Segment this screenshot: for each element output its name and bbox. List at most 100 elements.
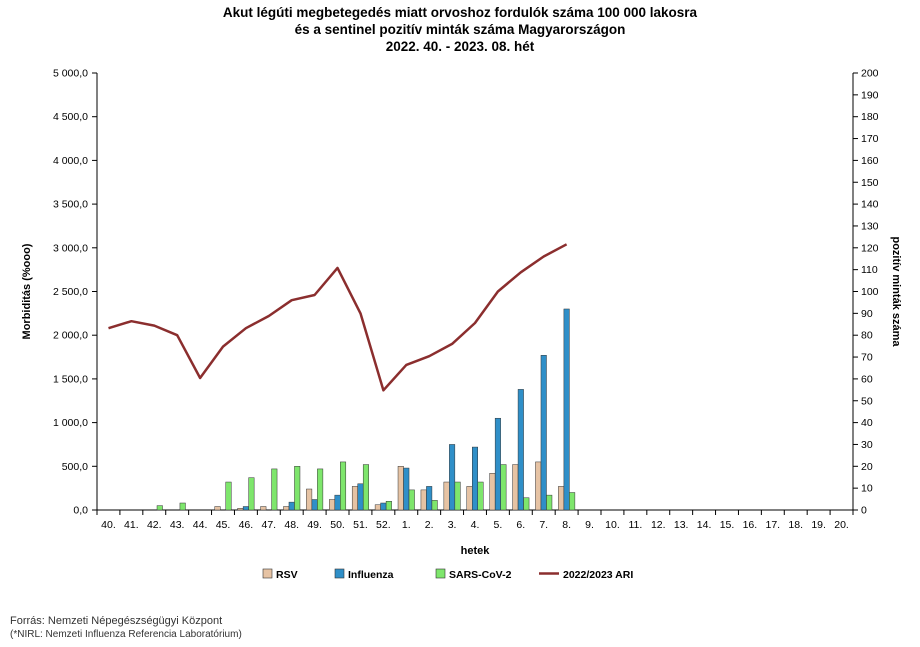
bar-rsv bbox=[374, 504, 381, 511]
y-left-tick-label: 4 000,0 bbox=[53, 155, 88, 167]
x-tick-label: 16. bbox=[743, 519, 758, 531]
bar-rsv bbox=[466, 486, 473, 511]
y-right-tick-label: 190 bbox=[861, 89, 879, 101]
legend-label-influenza: Influenza bbox=[348, 569, 394, 581]
x-tick-label: 14. bbox=[697, 519, 712, 531]
bar-influenza bbox=[517, 389, 524, 511]
bar-influenza bbox=[403, 467, 410, 511]
y-right-tick-label: 0 bbox=[861, 505, 867, 517]
x-tick-label: 1. bbox=[402, 519, 411, 531]
legend-label-2022-2023-ari: 2022/2023 ARI bbox=[563, 569, 633, 581]
bar-sars-cov-2 bbox=[523, 497, 530, 511]
y-right-tick-label: 150 bbox=[861, 177, 879, 189]
chart-title-line-2: és a sentinel pozitív minták száma Magya… bbox=[294, 22, 626, 37]
x-tick-label: 48. bbox=[284, 519, 299, 531]
legend-swatch-sars-cov-2 bbox=[435, 568, 446, 579]
bar-influenza bbox=[311, 499, 318, 511]
bar-influenza bbox=[242, 506, 249, 511]
bar-sars-cov-2 bbox=[454, 481, 461, 511]
bar-sars-cov-2 bbox=[408, 489, 415, 511]
axes: 0,0 500,0 1 000,0 1 500,0 2 000,0 2 500,0 3 00… bbox=[53, 68, 879, 532]
y-right-tick-label: 70 bbox=[861, 352, 873, 364]
bar-sars-cov-2 bbox=[179, 502, 186, 511]
x-tick-label: 17. bbox=[766, 519, 781, 531]
x-tick-label: 8. bbox=[562, 519, 571, 531]
bar-sars-cov-2 bbox=[385, 501, 392, 511]
x-tick-label: 49. bbox=[307, 519, 322, 531]
bar-rsv bbox=[351, 486, 358, 511]
bar-rsv bbox=[260, 506, 267, 511]
bar-rsv bbox=[237, 508, 244, 511]
bar-influenza bbox=[380, 502, 387, 511]
x-tick-label: 40. bbox=[101, 519, 116, 531]
bar-sars-cov-2 bbox=[431, 500, 438, 511]
bar-influenza bbox=[540, 355, 547, 511]
y-right-tick-label: 100 bbox=[861, 286, 879, 298]
bar-rsv bbox=[535, 461, 542, 511]
bar-sars-cov-2 bbox=[362, 464, 369, 511]
x-tick-label: 18. bbox=[788, 519, 803, 531]
x-tick-label: 7. bbox=[539, 519, 548, 531]
y-right-tick-label: 40 bbox=[861, 417, 873, 429]
x-tick-label: 51. bbox=[353, 519, 368, 531]
y-left-tick-label: 3 000,0 bbox=[53, 242, 88, 254]
y-left-tick-label: 3 500,0 bbox=[53, 199, 88, 211]
y-right-tick-label: 120 bbox=[861, 242, 879, 254]
x-tick-label: 43. bbox=[170, 519, 185, 531]
bar-influenza bbox=[334, 494, 341, 511]
bar-influenza bbox=[357, 483, 364, 511]
x-tick-label: 45. bbox=[216, 519, 231, 531]
x-tick-label: 52. bbox=[376, 519, 391, 531]
x-tick-label: 2. bbox=[425, 519, 434, 531]
x-tick-label: 19. bbox=[811, 519, 826, 531]
y-right-axis-title: pozitív minták száma bbox=[890, 236, 902, 347]
bar-sars-cov-2 bbox=[156, 505, 163, 511]
bar-sars-cov-2 bbox=[340, 461, 347, 511]
y-right-tick-label: 180 bbox=[861, 111, 879, 123]
chart-title-line-3: 2022. 40. - 2023. 08. hét bbox=[385, 39, 535, 54]
bar-rsv bbox=[306, 488, 313, 511]
bar-influenza bbox=[426, 486, 433, 511]
bar-influenza bbox=[494, 417, 501, 511]
bar-influenza bbox=[288, 501, 295, 511]
y-left-tick-label: 2 000,0 bbox=[53, 330, 88, 342]
legend-swatch-rsv bbox=[262, 568, 273, 579]
x-tick-label: 44. bbox=[193, 519, 208, 531]
chart-title-line-1: Akut légúti megbetegedés miatt orvoshoz … bbox=[222, 5, 698, 20]
x-tick-label: 4. bbox=[471, 519, 480, 531]
bar-sars-cov-2 bbox=[271, 468, 278, 511]
x-axis-title: hetek bbox=[461, 545, 491, 557]
y-right-tick-label: 30 bbox=[861, 439, 873, 451]
x-tick-label: 41. bbox=[124, 519, 139, 531]
axis-labels: hetek Morbiditás (%ooo) pozitív minták szá… bbox=[21, 236, 902, 557]
y-left-tick-label: 500,0 bbox=[62, 461, 88, 473]
y-left-tick-label: 1 500,0 bbox=[53, 373, 88, 385]
x-tick-label: 11. bbox=[628, 519, 642, 531]
y-left-tick-label: 4 500,0 bbox=[53, 111, 88, 123]
y-left-tick-label: 1 000,0 bbox=[53, 417, 88, 429]
bars bbox=[156, 308, 576, 511]
ari-line bbox=[108, 243, 568, 392]
y-right-tick-label: 80 bbox=[861, 330, 873, 342]
x-tick-label: 6. bbox=[516, 519, 525, 531]
legend-swatch-influenza bbox=[334, 568, 345, 579]
bar-sars-cov-2 bbox=[248, 477, 255, 511]
y-right-tick-label: 160 bbox=[861, 155, 879, 167]
y-right-tick-label: 110 bbox=[861, 264, 878, 276]
x-tick-label: 47. bbox=[262, 519, 277, 531]
y-right-tick-label: 130 bbox=[861, 220, 879, 232]
footer: Forrás: Nemzeti Népegészségügyi Központ … bbox=[10, 614, 242, 642]
y-left-tick-label: 2 500,0 bbox=[53, 286, 88, 298]
bar-rsv bbox=[489, 473, 496, 511]
bar-influenza bbox=[472, 446, 478, 511]
bar-rsv bbox=[329, 499, 336, 511]
bar-sars-cov-2 bbox=[569, 492, 576, 511]
bar-sars-cov-2 bbox=[500, 464, 507, 511]
bar-rsv bbox=[214, 506, 221, 511]
bar-rsv bbox=[512, 464, 519, 511]
y-left-tick-label: 5 000,0 bbox=[53, 68, 88, 80]
y-right-tick-label: 60 bbox=[861, 373, 873, 385]
y-left-axis-title: Morbiditás (%ooo) bbox=[21, 243, 33, 339]
bar-rsv bbox=[397, 466, 404, 511]
